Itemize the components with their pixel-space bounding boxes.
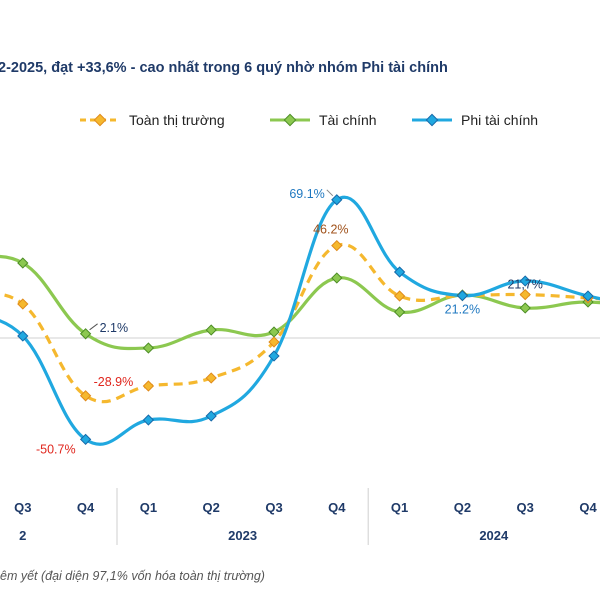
data-point bbox=[79, 390, 92, 402]
data-point bbox=[17, 330, 29, 342]
data-point bbox=[331, 239, 343, 252]
data-point bbox=[205, 324, 217, 336]
x-tick-label: Q2 bbox=[203, 500, 220, 515]
data-label: 46.2% bbox=[313, 223, 348, 237]
data-point bbox=[205, 410, 217, 422]
x-tick-label: Q1 bbox=[140, 500, 157, 515]
data-point bbox=[142, 342, 155, 354]
legend-item-toan-thi-truong: Toàn thị trường bbox=[78, 112, 225, 128]
series-line bbox=[0, 242, 600, 404]
data-point bbox=[456, 289, 469, 302]
annotation-leader bbox=[89, 323, 98, 331]
annotation-leader bbox=[326, 189, 334, 197]
x-tick-label: Q4 bbox=[328, 500, 346, 515]
data-point bbox=[79, 433, 92, 446]
legend-item-phi-tai-chinh: Phi tài chính bbox=[410, 112, 538, 128]
data-label: -28.9% bbox=[94, 375, 134, 389]
year-label: 2024 bbox=[479, 528, 509, 543]
legend-item-tai-chinh: Tài chính bbox=[268, 112, 377, 128]
x-tick-label: Q3 bbox=[517, 500, 534, 515]
x-tick-label: Q2 bbox=[454, 500, 471, 515]
data-point bbox=[17, 257, 29, 269]
data-point bbox=[582, 290, 594, 302]
x-tick-label: Q1 bbox=[391, 500, 408, 515]
legend-swatch-phi-tai-chinh bbox=[412, 113, 452, 127]
chart-title: 2-2025, đạt +33,6% - cao nhất trong 6 qu… bbox=[0, 60, 448, 76]
data-point bbox=[79, 328, 92, 340]
data-label: -50.7% bbox=[36, 442, 76, 456]
data-point bbox=[142, 414, 155, 426]
legend-label: Toàn thị trường bbox=[129, 112, 225, 128]
x-tick-label: Q3 bbox=[14, 500, 31, 515]
x-tick-label: Q4 bbox=[579, 500, 597, 515]
legend-swatch-tai-chinh bbox=[270, 113, 310, 127]
data-label: 21.2% bbox=[445, 303, 480, 317]
data-point bbox=[331, 272, 343, 284]
legend-label: Phi tài chính bbox=[461, 112, 539, 128]
data-point bbox=[519, 288, 531, 301]
data-point bbox=[331, 194, 343, 206]
data-point bbox=[268, 326, 280, 338]
year-label: 2023 bbox=[228, 528, 257, 543]
legend-swatch-toan-thi-truong bbox=[80, 113, 120, 127]
data-point bbox=[393, 290, 406, 302]
data-label: 21,7% bbox=[507, 278, 542, 292]
series-line bbox=[0, 195, 600, 446]
chart-legend: Toàn thị trường Tài chính Phi tài chính bbox=[0, 112, 600, 136]
x-tick-label: Q3 bbox=[265, 500, 282, 515]
data-point bbox=[519, 275, 531, 287]
data-point bbox=[393, 266, 406, 278]
data-label: 69.1% bbox=[289, 187, 324, 201]
data-point bbox=[268, 350, 280, 362]
year-label: 2 bbox=[19, 528, 26, 543]
data-label: 2.1% bbox=[100, 321, 129, 335]
footnote: êm yết (đại diện 97,1% vốn hóa toàn thị … bbox=[0, 569, 265, 583]
data-point bbox=[519, 302, 531, 314]
data-point bbox=[393, 306, 406, 318]
data-point bbox=[17, 298, 29, 310]
x-tick-label: Q4 bbox=[77, 500, 95, 515]
legend-label: Tài chính bbox=[319, 112, 377, 128]
data-point bbox=[142, 380, 155, 392]
data-point bbox=[268, 336, 280, 348]
data-point bbox=[205, 372, 217, 384]
